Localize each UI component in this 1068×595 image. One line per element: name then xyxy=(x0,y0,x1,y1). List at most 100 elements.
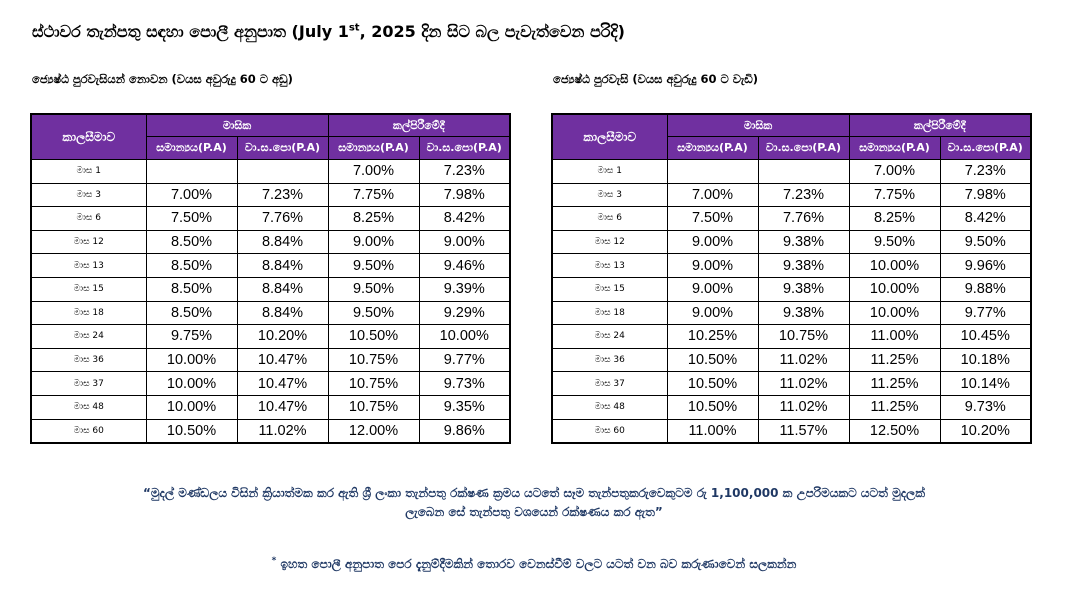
monthly-normal-rate-cell: 9.00% xyxy=(666,229,759,255)
maturity-normal-rate-cell: 7.75% xyxy=(327,182,420,208)
maturity-aer-rate-cell: 10.00% xyxy=(418,324,511,349)
maturity-aer-rate-cell: 9.39% xyxy=(418,276,511,302)
period-cell: මාස 37 xyxy=(551,371,668,396)
maturity-normal-rate-cell: 9.00% xyxy=(327,229,420,255)
rate-change-text: ඉහත පොලී අනුපාත පෙර දැනුම්දීමකින් තොරව ව… xyxy=(276,557,797,571)
maturity-normal-rate-cell: 10.50% xyxy=(327,324,420,349)
maturity-normal-rate-cell: 11.00% xyxy=(848,324,941,349)
maturity-normal-rate-cell: 9.50% xyxy=(327,300,420,326)
table-row: මාස 24 10.25% 10.75% 11.00% 10.45% xyxy=(551,324,1032,349)
maturity-aer-rate-cell: 9.73% xyxy=(418,371,511,396)
table-row: මාස 3 7.00% 7.23% 7.75% 7.98% xyxy=(551,182,1032,208)
table-row: මාස 12 8.50% 8.84% 9.00% 9.00% xyxy=(30,229,511,255)
maturity-aer-rate-cell: 9.29% xyxy=(418,300,511,326)
monthly-normal-rate-cell: 10.00% xyxy=(145,371,238,396)
maturity-normal-rate-cell: 7.75% xyxy=(848,182,941,208)
period-cell: මාස 6 xyxy=(551,206,668,231)
monthly-normal-rate-cell: 10.50% xyxy=(666,394,759,420)
period-header: කාලසීමාව xyxy=(551,113,668,160)
monthly-aer-rate-cell: 9.38% xyxy=(757,276,850,302)
maturity-normal-rate-cell: 11.25% xyxy=(848,347,941,373)
maturity-group-header: කල්පිරීමේදී xyxy=(327,113,511,137)
maturity-normal-rate-cell: 10.75% xyxy=(327,371,420,396)
maturity-aer-rate-cell: 7.23% xyxy=(418,159,511,184)
monthly-normal-rate-cell: 8.50% xyxy=(145,276,238,302)
period-cell: මාස 18 xyxy=(551,300,668,326)
maturity-normal-rate-cell: 12.50% xyxy=(848,418,941,444)
period-cell: මාස 48 xyxy=(551,394,668,420)
monthly-aer-rate-cell: 7.23% xyxy=(757,182,850,208)
monthly-normal-rate-cell: 9.00% xyxy=(666,276,759,302)
monthly-aer-rate-cell: 11.57% xyxy=(757,418,850,444)
rate-change-notice: * ඉහත පොලී අනුපාත පෙර දැනුම්දීමකින් තොරව… xyxy=(0,556,1068,572)
period-cell: මාස 24 xyxy=(551,324,668,349)
deposit-insurance-line-2: ලැබෙන සේ තැන්පතු වශයෙන් රක්ෂණය කර ඇත” xyxy=(405,505,663,519)
table-row: මාස 1 7.00% 7.23% xyxy=(30,159,511,184)
monthly-aer-rate-cell: 10.47% xyxy=(236,394,329,420)
table-row: මාස 13 9.00% 9.38% 10.00% 9.96% xyxy=(551,253,1032,278)
table-row: මාස 36 10.00% 10.47% 10.75% 9.77% xyxy=(30,347,511,373)
table-row: මාස 6 7.50% 7.76% 8.25% 8.42% xyxy=(30,206,511,231)
monthly-aer-rate-cell: 8.84% xyxy=(236,300,329,326)
maturity-normal-rate-cell: 7.00% xyxy=(848,159,941,184)
monthly-aer-rate-cell: 9.38% xyxy=(757,300,850,326)
maturity-aer-rate-cell: 7.98% xyxy=(418,182,511,208)
period-cell: මාස 12 xyxy=(30,229,147,255)
title-superscript: st xyxy=(348,22,360,34)
maturity-aer-rate-cell: 7.23% xyxy=(939,159,1032,184)
non-senior-rates-table: කාලසීමාව මාසික කල්පිරීමේදී සමාන්‍යය(P.A)… xyxy=(30,113,511,445)
monthly-aer-rate-cell: 10.75% xyxy=(757,324,850,349)
maturity-aer-rate-cell: 9.50% xyxy=(939,229,1032,255)
maturity-aer-rate-cell: 9.86% xyxy=(418,418,511,444)
monthly-normal-rate-cell: 7.50% xyxy=(145,206,238,231)
deposit-insurance-note: “මුදල් මණ්ඩලය විසින් ක්‍රියාත්මක කර ඇති … xyxy=(0,484,1068,522)
maturity-aer-rate-cell: 8.42% xyxy=(418,206,511,231)
monthly-normal-rate-cell xyxy=(666,159,759,184)
monthly-normal-rate-cell: 10.00% xyxy=(145,347,238,373)
period-cell: මාස 6 xyxy=(30,206,147,231)
monthly-normal-rate-cell: 11.00% xyxy=(666,418,759,444)
maturity-aer-rate-cell: 9.73% xyxy=(939,394,1032,420)
monthly-normal-rate-cell: 7.00% xyxy=(145,182,238,208)
maturity-normal-rate-cell: 12.00% xyxy=(327,418,420,444)
monthly-normal-header: සමාන්‍යය(P.A) xyxy=(666,136,759,160)
monthly-aer-rate-cell: 11.02% xyxy=(757,394,850,420)
monthly-aer-rate-cell: 8.84% xyxy=(236,276,329,302)
table-row: මාස 13 8.50% 8.84% 9.50% 9.46% xyxy=(30,253,511,278)
monthly-aer-header: වා.ස.පො(P.A) xyxy=(757,136,850,160)
table-row: මාස 6 7.50% 7.76% 8.25% 8.42% xyxy=(551,206,1032,231)
monthly-aer-rate-cell: 11.02% xyxy=(757,371,850,396)
period-cell: මාස 37 xyxy=(30,371,147,396)
maturity-aer-rate-cell: 10.18% xyxy=(939,347,1032,373)
rates-body: මාස 1 7.00% 7.23% මාස 3 7.00% 7.23% 7.75% 7.98%… xyxy=(551,159,1032,444)
period-cell: මාස 12 xyxy=(551,229,668,255)
title-suffix: , 2025 දින සිට බල පැවැත්වෙන පරිදි) xyxy=(359,22,625,41)
rates-body: මාස 1 7.00% 7.23% මාස 3 7.00% 7.23% 7.75% 7.98%… xyxy=(30,159,511,444)
senior-heading: ජ්‍යෙෂ්ඨ පුරවැසි (වයස අවුරුදු 60 ට වැඩි) xyxy=(553,72,759,86)
monthly-normal-rate-cell: 7.50% xyxy=(666,206,759,231)
monthly-aer-rate-cell: 10.47% xyxy=(236,371,329,396)
monthly-group-header: මාසික xyxy=(666,113,850,137)
maturity-aer-rate-cell: 9.88% xyxy=(939,276,1032,302)
maturity-normal-rate-cell: 8.25% xyxy=(327,206,420,231)
table-row: මාස 12 9.00% 9.38% 9.50% 9.50% xyxy=(551,229,1032,255)
monthly-aer-rate-cell: 7.76% xyxy=(236,206,329,231)
maturity-normal-rate-cell: 9.50% xyxy=(327,253,420,278)
maturity-normal-rate-cell: 11.25% xyxy=(848,394,941,420)
period-cell: මාස 60 xyxy=(30,418,147,444)
table-row: මාස 36 10.50% 11.02% 11.25% 10.18% xyxy=(551,347,1032,373)
page-title: ස්ථාවර තැන්පතු සඳහා පොලී අනුපාත (July 1s… xyxy=(32,22,625,42)
period-cell: මාස 1 xyxy=(551,159,668,184)
asterisk-marker: * xyxy=(271,556,277,566)
non-senior-heading: ජ්‍යෙෂ්ඨ පුරවැසියන් නොවන (වයස අවුරුදු 60… xyxy=(32,72,293,86)
maturity-normal-rate-cell: 10.00% xyxy=(848,300,941,326)
monthly-normal-rate-cell: 8.50% xyxy=(145,253,238,278)
monthly-aer-rate-cell: 7.23% xyxy=(236,182,329,208)
table-row: මාස 48 10.50% 11.02% 11.25% 9.73% xyxy=(551,394,1032,420)
maturity-normal-rate-cell: 9.50% xyxy=(327,276,420,302)
monthly-aer-rate-cell: 8.84% xyxy=(236,229,329,255)
maturity-normal-header: සමාන්‍යය(P.A) xyxy=(327,136,420,160)
maturity-aer-rate-cell: 10.14% xyxy=(939,371,1032,396)
monthly-normal-rate-cell: 9.00% xyxy=(666,300,759,326)
monthly-aer-header: වා.ස.පො(P.A) xyxy=(236,136,329,160)
